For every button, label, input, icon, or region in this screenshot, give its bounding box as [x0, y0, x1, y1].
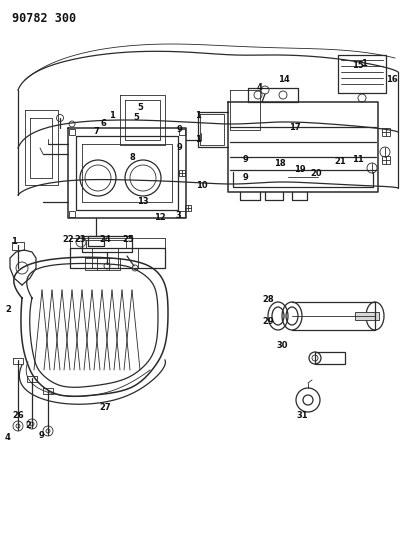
Bar	[381, 128, 389, 136]
Text: 4: 4	[256, 84, 262, 93]
Text: 29: 29	[262, 318, 273, 327]
Text: 7: 7	[93, 127, 99, 136]
Text: 9: 9	[243, 156, 248, 165]
Bar	[314, 352, 344, 364]
Bar	[381, 156, 389, 164]
Text: 1: 1	[11, 238, 17, 246]
Text: 5: 5	[137, 103, 143, 112]
Bar	[179, 170, 185, 176]
Bar	[185, 205, 190, 211]
Text: 2: 2	[5, 305, 11, 314]
Text: 18: 18	[273, 158, 285, 167]
Text: 19: 19	[294, 166, 305, 174]
Text: 14: 14	[277, 76, 289, 85]
Text: 9: 9	[177, 143, 182, 152]
Bar	[69, 211, 75, 217]
Text: 30: 30	[275, 341, 287, 350]
Bar	[69, 129, 75, 135]
Text: 1: 1	[360, 60, 366, 69]
Text: 9: 9	[177, 125, 182, 134]
Text: 27: 27	[99, 403, 111, 413]
Bar	[179, 211, 185, 217]
Text: 3: 3	[175, 211, 181, 220]
Text: 6: 6	[100, 119, 106, 128]
Text: 24: 24	[99, 236, 111, 245]
Text: 15: 15	[351, 61, 363, 69]
Text: 16: 16	[385, 76, 397, 85]
Text: 11: 11	[351, 156, 363, 165]
Text: 9: 9	[243, 174, 248, 182]
Text: 9: 9	[39, 431, 45, 440]
Text: 4: 4	[5, 433, 11, 442]
Text: 1: 1	[194, 135, 200, 144]
Text: 20: 20	[309, 168, 321, 177]
Text: 25: 25	[122, 236, 134, 245]
Text: 10: 10	[196, 182, 207, 190]
Bar	[354, 312, 378, 320]
Text: 26: 26	[12, 411, 24, 421]
Text: 31: 31	[296, 410, 307, 419]
Text: 90782 300: 90782 300	[12, 12, 76, 25]
Text: 13: 13	[137, 198, 149, 206]
Text: 2: 2	[25, 422, 31, 431]
Text: 17: 17	[288, 124, 300, 133]
Text: 22: 22	[62, 236, 74, 245]
Bar	[179, 129, 185, 135]
Text: 1: 1	[109, 110, 115, 119]
Text: 8: 8	[129, 154, 134, 163]
Text: 12: 12	[154, 214, 166, 222]
Text: 28: 28	[262, 295, 273, 304]
Text: 21: 21	[333, 157, 345, 166]
Text: 5: 5	[133, 114, 139, 123]
Text: 1: 1	[194, 111, 200, 120]
Text: 23: 23	[74, 236, 85, 245]
